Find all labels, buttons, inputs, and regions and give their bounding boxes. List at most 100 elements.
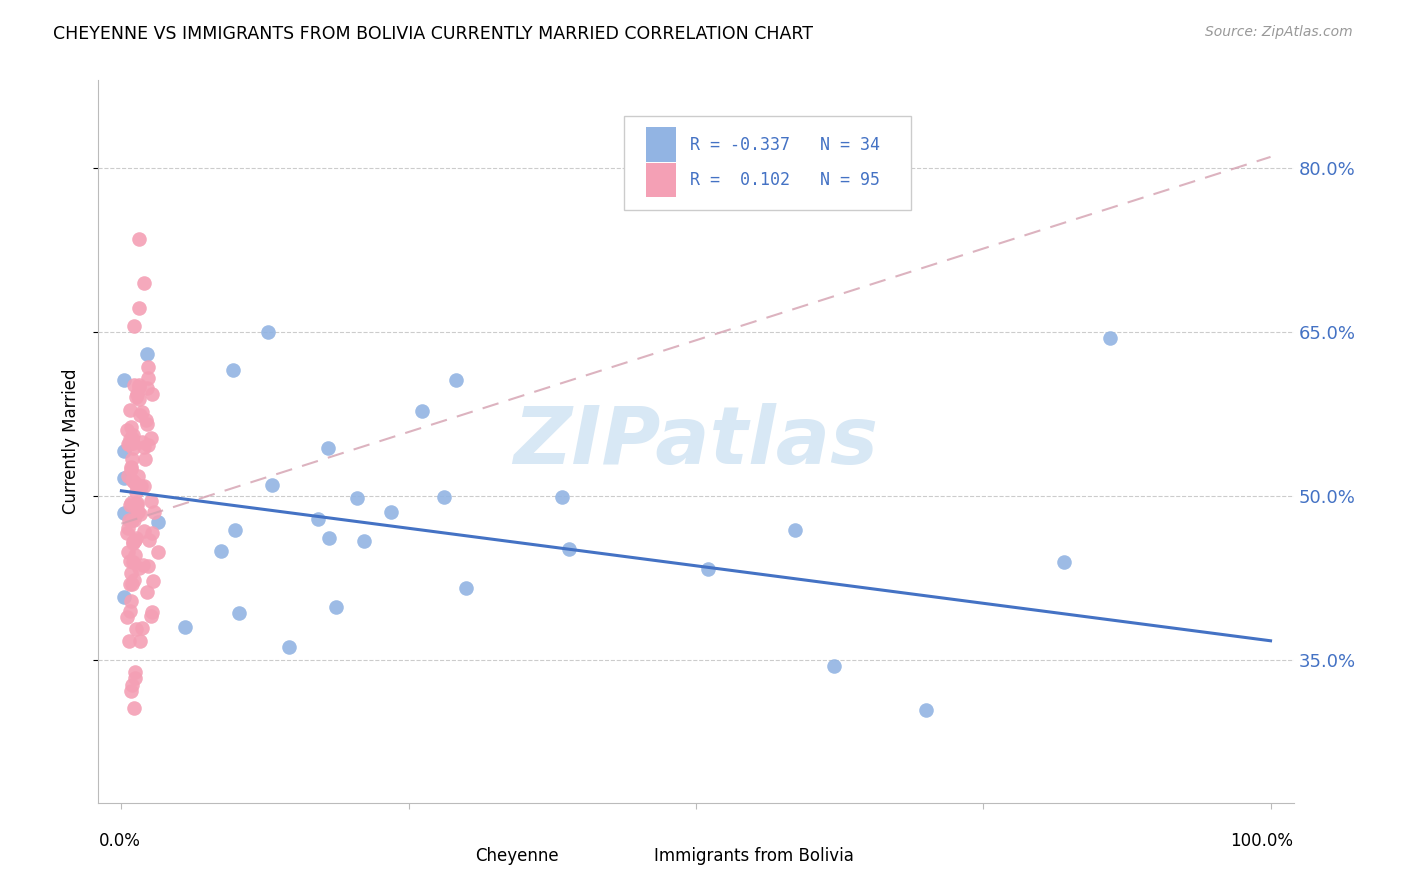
Point: [125, 622, 148, 636]
Point: [224, 523, 246, 537]
Text: ZIPatlas: ZIPatlas: [513, 402, 879, 481]
Point: [117, 609, 139, 624]
Point: [128, 232, 150, 246]
Point: [316, 441, 339, 455]
Point: [125, 484, 148, 499]
Point: [120, 462, 142, 476]
Point: [125, 498, 148, 512]
Bar: [619, 848, 644, 864]
Point: [132, 440, 155, 454]
Point: [433, 490, 456, 504]
Point: [128, 301, 150, 315]
Point: [558, 542, 581, 557]
Point: [118, 498, 141, 512]
Point: [823, 659, 845, 673]
Point: [125, 476, 148, 491]
Point: [122, 435, 145, 450]
Point: [131, 435, 153, 450]
Point: [257, 325, 280, 339]
Text: Cheyenne: Cheyenne: [475, 847, 558, 865]
Point: [124, 534, 146, 549]
Point: [122, 475, 145, 490]
Point: [112, 471, 135, 485]
Point: [118, 432, 141, 446]
Point: [124, 533, 146, 547]
Point: [307, 512, 329, 526]
Point: [122, 534, 145, 549]
Point: [122, 513, 145, 527]
Point: [914, 703, 936, 717]
Point: [135, 413, 157, 427]
Point: [112, 444, 135, 458]
Point: [134, 452, 156, 467]
Point: [139, 609, 162, 624]
Point: [117, 545, 139, 559]
Point: [138, 533, 160, 547]
Point: [121, 428, 143, 442]
Point: [120, 683, 142, 698]
Point: [121, 513, 143, 527]
Point: [411, 404, 433, 418]
Point: [135, 381, 157, 395]
Text: R =  0.102   N = 95: R = 0.102 N = 95: [690, 171, 880, 189]
Point: [125, 501, 148, 516]
Text: R = -0.337   N = 34: R = -0.337 N = 34: [690, 136, 880, 153]
Text: CHEYENNE VS IMMIGRANTS FROM BOLIVIA CURRENTLY MARRIED CORRELATION CHART: CHEYENNE VS IMMIGRANTS FROM BOLIVIA CURR…: [53, 25, 814, 43]
Point: [117, 423, 139, 437]
Point: [124, 671, 146, 685]
Point: [136, 585, 159, 599]
Point: [228, 606, 250, 620]
Point: [112, 506, 135, 520]
Point: [346, 491, 368, 505]
Point: [134, 524, 156, 538]
Point: [141, 431, 163, 445]
Point: [121, 432, 143, 446]
Point: [122, 319, 145, 334]
Point: [136, 359, 159, 374]
Point: [124, 665, 146, 680]
Point: [131, 405, 153, 419]
Point: [128, 633, 150, 648]
Point: [136, 347, 159, 361]
Point: [262, 478, 284, 492]
Y-axis label: Currently Married: Currently Married: [62, 368, 80, 515]
Bar: [624, 117, 911, 211]
Point: [209, 544, 232, 558]
Point: [127, 469, 149, 483]
Point: [380, 505, 402, 519]
Point: [118, 403, 141, 417]
Point: [783, 523, 806, 537]
Point: [136, 559, 159, 574]
Point: [121, 577, 143, 591]
Point: [131, 621, 153, 635]
Point: [318, 531, 340, 545]
Point: [129, 508, 152, 522]
Point: [121, 555, 143, 569]
Point: [120, 594, 142, 608]
Point: [221, 363, 243, 377]
Point: [134, 479, 156, 493]
Point: [125, 531, 148, 545]
Point: [122, 441, 145, 455]
Point: [120, 420, 142, 434]
Point: [277, 640, 299, 655]
Point: [124, 499, 146, 513]
Point: [118, 512, 141, 526]
Point: [121, 678, 143, 692]
Point: [112, 590, 135, 604]
Point: [696, 561, 718, 575]
Point: [142, 574, 165, 588]
Text: Immigrants from Bolivia: Immigrants from Bolivia: [654, 847, 853, 865]
Point: [121, 536, 143, 550]
Point: [128, 561, 150, 575]
Point: [117, 525, 139, 540]
Point: [128, 380, 150, 394]
Point: [117, 437, 139, 451]
Point: [1098, 330, 1121, 344]
Point: [131, 558, 153, 572]
Point: [125, 387, 148, 401]
Point: [118, 634, 141, 648]
Point: [141, 605, 163, 619]
Point: [117, 468, 139, 483]
Point: [146, 515, 169, 529]
